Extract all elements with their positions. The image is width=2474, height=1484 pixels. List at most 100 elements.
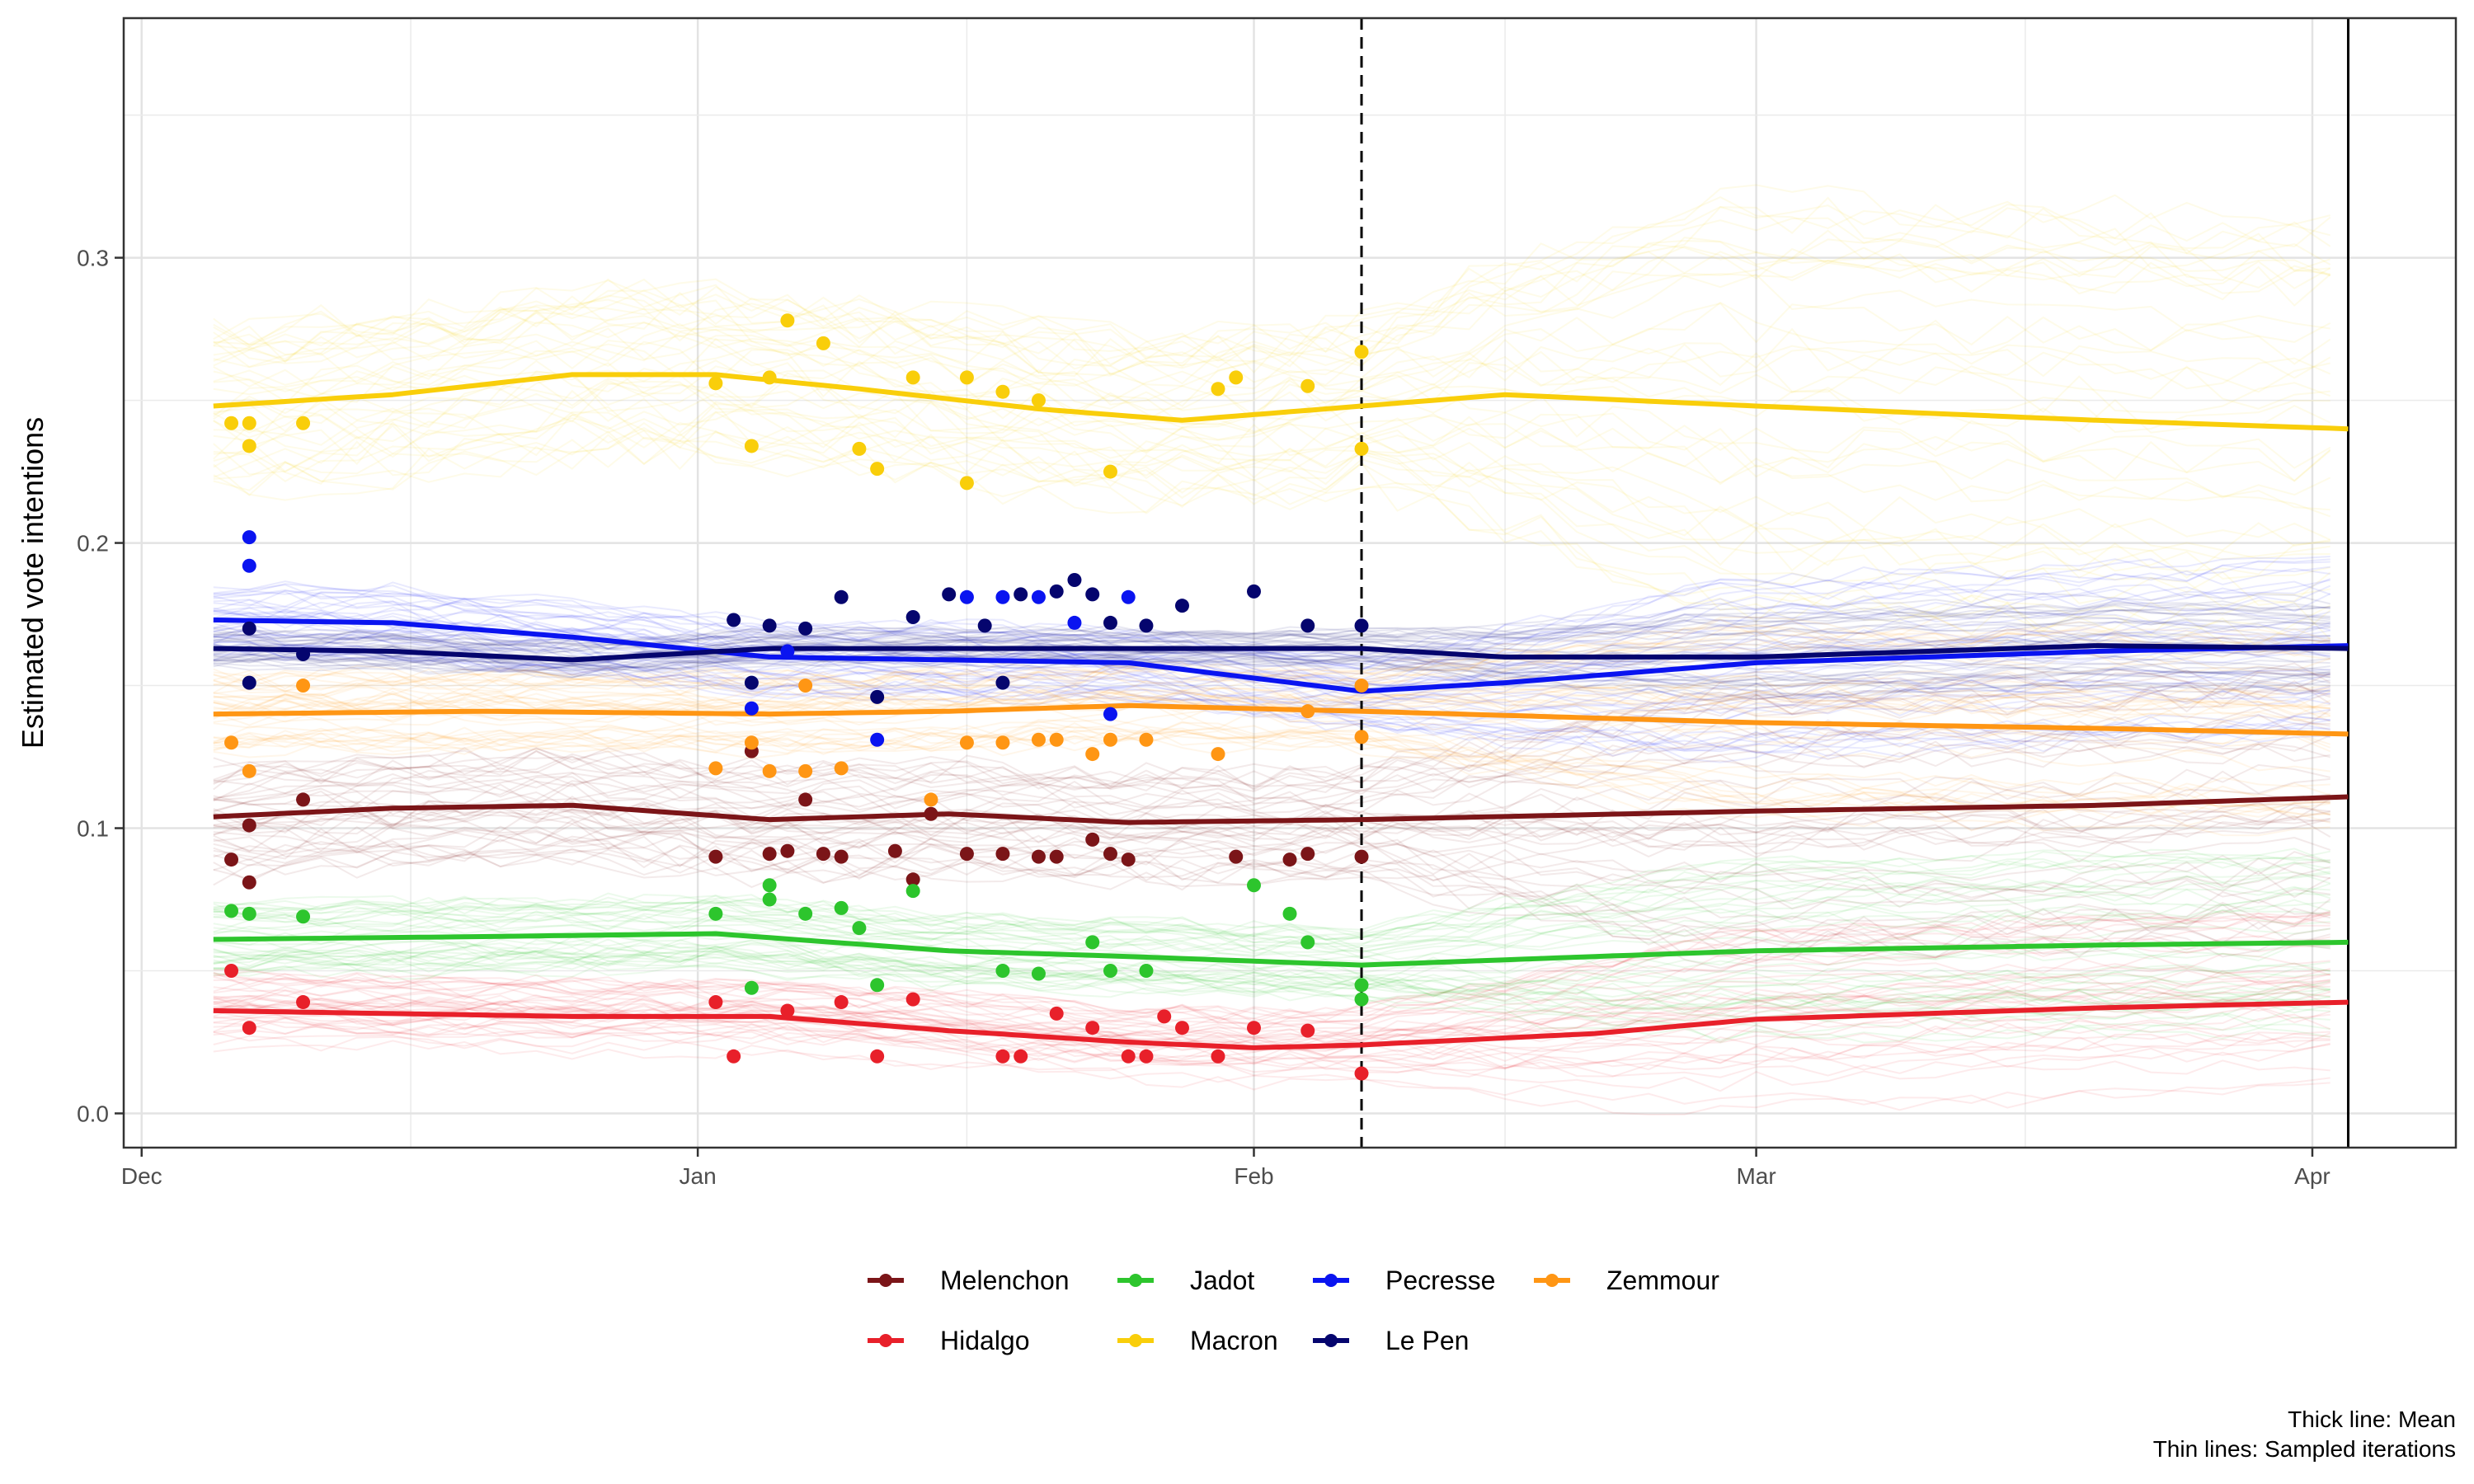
poll-point [744, 439, 759, 453]
poll-point [870, 1049, 885, 1064]
poll-point [798, 679, 813, 693]
sampled-iteration-line [213, 430, 2331, 641]
poll-point [296, 646, 311, 661]
legend-item-pecresse: Pecresse [1313, 1266, 1495, 1295]
poll-point [852, 921, 867, 936]
sampled-iteration-line [213, 184, 2331, 352]
sampled-iteration-line [213, 629, 2331, 692]
poll-point [1121, 852, 1136, 867]
y-tick-label: 0.2 [77, 531, 109, 556]
sampled-iteration-line [213, 616, 2331, 685]
sampled-iteration-line [213, 362, 2331, 434]
poll-point [1354, 730, 1369, 744]
sampled-iteration-line [213, 237, 2331, 370]
sampled-iteration-line [213, 823, 2331, 910]
sampled-iteration-line [213, 946, 2331, 1008]
sampled-iteration-line [213, 1006, 2331, 1062]
sampled-iteration-line [213, 1021, 2331, 1078]
sampled-iteration-line [213, 327, 2331, 406]
poll-point [1139, 618, 1154, 633]
sampled-iteration-line [213, 608, 2331, 649]
x-tick-label: Jan [680, 1163, 717, 1189]
poll-point [1174, 1021, 1189, 1036]
sampled-iteration-line [213, 970, 2331, 1040]
sampled-iteration-line [213, 621, 2331, 707]
sampled-iteration-line [213, 651, 2331, 683]
sampled-iteration-line [213, 726, 2331, 808]
poll-point [1354, 441, 1369, 456]
sampled-iteration-line [213, 973, 2331, 1045]
poll-point [242, 558, 256, 573]
poll-point [1049, 584, 1064, 599]
sampled-iteration-line [213, 600, 2331, 680]
poll-point [1282, 852, 1297, 867]
poll-point [924, 806, 938, 821]
sampled-iteration-line [213, 1031, 2331, 1092]
sampled-iteration-line [213, 807, 2331, 863]
sampled-iteration-line [213, 301, 2331, 407]
poll-point [995, 384, 1010, 399]
sampled-iteration-line [213, 948, 2331, 1010]
sampled-iteration-line [213, 923, 2331, 966]
sampled-iteration-line [213, 800, 2331, 841]
polls-le-pen [242, 573, 1369, 704]
sampled-iteration-line [213, 237, 2331, 375]
sampled-iteration-line [213, 720, 2331, 799]
poll-point [224, 735, 239, 750]
poll-point [1211, 747, 1225, 762]
poll-point [708, 906, 723, 921]
sampled-iteration-line [213, 593, 2331, 684]
poll-point [1103, 847, 1117, 862]
poll-point [1014, 1049, 1028, 1064]
poll-point [1354, 618, 1369, 633]
reference-lines [1360, 18, 2349, 1148]
sampled-iteration-line [213, 658, 2331, 700]
sampled-iteration-line [213, 800, 2331, 842]
sampled-iteration-line [213, 630, 2331, 723]
sampled-iteration-line [213, 962, 2331, 1041]
sampled-iteration-line [213, 660, 2331, 703]
sampled-iteration-line [213, 835, 2331, 920]
poll-point [1121, 1049, 1136, 1064]
sampled-iteration-line [213, 436, 2331, 649]
sampled-iteration-line [213, 967, 2331, 1045]
sampled-iteration-line [213, 617, 2331, 654]
sampled-iteration-line [213, 643, 2331, 754]
poll-point [1300, 618, 1315, 633]
poll-point [995, 675, 1010, 690]
sampled-iteration-line [213, 911, 2331, 1020]
sampled-iteration-line [213, 726, 2331, 814]
grid [124, 18, 2456, 1148]
legend-label: Melenchon [940, 1266, 1070, 1295]
poll-point [1354, 345, 1369, 359]
x-tick-label: Feb [1234, 1163, 1273, 1189]
sampled-iteration-line [213, 743, 2331, 816]
sampled-iteration-line [213, 872, 2331, 946]
sampled-iteration-line [213, 646, 2331, 763]
poll-point [1300, 1023, 1315, 1038]
legend-item-macron: Macron [1117, 1326, 1278, 1355]
plot-border [122, 16, 2458, 1149]
poll-point [744, 675, 759, 690]
sampled-iteration-line [213, 701, 2331, 745]
sampled-lines-hidalgo [213, 909, 2331, 1115]
sampled-iteration-line [213, 561, 2331, 671]
poll-point [942, 587, 957, 602]
poll-point [762, 370, 777, 385]
poll-point [242, 439, 256, 453]
sampled-iteration-line [213, 1040, 2331, 1115]
sampled-iteration-line [213, 593, 2331, 646]
poll-point [1354, 978, 1369, 993]
poll-point [1049, 732, 1064, 747]
poll-point [744, 980, 759, 995]
mean-line-zemmour [213, 702, 2349, 737]
sampled-iteration-line [213, 819, 2331, 883]
sampled-iteration-line [213, 607, 2331, 691]
sampled-iteration-line [213, 848, 2331, 961]
sampled-iteration-line [213, 646, 2331, 669]
poll-point [905, 992, 920, 1007]
mean-line-pecresse [213, 618, 2349, 694]
sampled-iteration-line [213, 616, 2331, 655]
sampled-iteration-line [213, 851, 2331, 937]
sampled-iteration-line [213, 622, 2331, 706]
